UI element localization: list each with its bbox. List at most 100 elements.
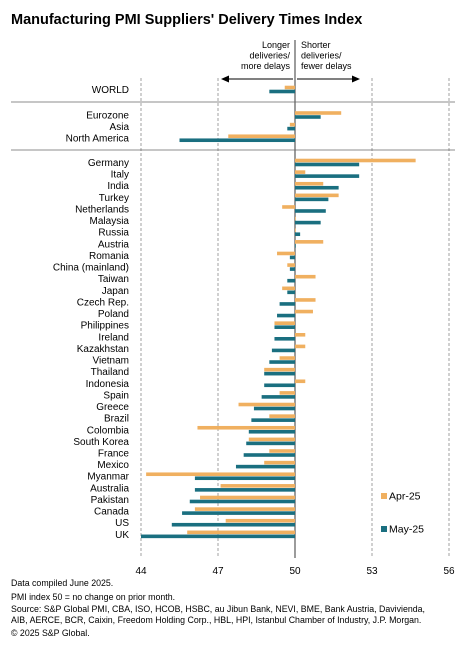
bar-eurozone-apr-25 (295, 111, 342, 115)
x-tick-label: 44 (135, 566, 147, 577)
bar-thailand-apr-25 (264, 367, 295, 372)
category-label-vietnam: Vietnam (92, 356, 129, 367)
bar-canada-apr-25 (194, 507, 295, 511)
x-tick-label: 53 (366, 566, 378, 577)
bar-taiwan-apr-25 (295, 274, 316, 279)
bar-us-apr-25 (225, 518, 295, 523)
category-label-malaysia: Malaysia (90, 216, 130, 227)
arrow-right-head (352, 75, 360, 83)
annotation-right-line-1: Shorter (301, 40, 331, 50)
bar-thailand-may-25 (264, 371, 295, 376)
bars (141, 85, 416, 539)
bar-china-mainland-may-25 (289, 267, 295, 271)
category-label-pakistan: Pakistan (91, 495, 129, 506)
group-separators (11, 101, 455, 151)
bar-austria-apr-25 (295, 240, 324, 244)
bar-spain-apr-25 (279, 391, 295, 395)
category-label-netherlands: Netherlands (75, 204, 129, 215)
bar-indonesia-apr-25 (295, 379, 306, 384)
category-label-spain: Spain (103, 390, 129, 401)
bar-asia-may-25 (287, 126, 295, 131)
bar-ireland-apr-25 (295, 333, 306, 337)
bar-taiwan-may-25 (287, 278, 295, 283)
footnote-copyright: © 2025 S&P Global. (11, 628, 90, 638)
x-tick-label: 56 (443, 566, 455, 577)
footnote-date: Data compiled June 2025. (11, 578, 114, 588)
bar-kazakhstan-may-25 (271, 348, 295, 353)
bar-romania-apr-25 (277, 251, 295, 256)
bar-poland-apr-25 (295, 309, 313, 314)
category-label-india: India (107, 181, 129, 192)
category-label-canada: Canada (94, 507, 129, 518)
bar-france-apr-25 (269, 449, 295, 453)
category-label-romania: Romania (89, 251, 129, 262)
annotation-left-line-3: more delays (241, 61, 291, 71)
bar-vietnam-apr-25 (279, 356, 295, 360)
bar-india-apr-25 (295, 181, 324, 186)
bar-south-korea-may-25 (246, 441, 295, 446)
bar-mexico-may-25 (235, 464, 295, 469)
annotation-right-line-2: deliveries/ (301, 51, 342, 61)
category-label-indonesia: Indonesia (86, 379, 130, 390)
bar-world-apr-25 (284, 85, 295, 90)
bar-china-mainland-apr-25 (287, 263, 295, 267)
bar-russia-may-25 (295, 232, 301, 237)
category-label-austria: Austria (98, 239, 130, 250)
bar-brazil-may-25 (251, 418, 295, 422)
bar-kazakhstan-apr-25 (295, 344, 306, 349)
bar-australia-may-25 (194, 488, 295, 492)
bar-canada-may-25 (182, 511, 295, 515)
category-label-thailand: Thailand (91, 367, 129, 378)
bar-colombia-apr-25 (197, 425, 295, 430)
bar-romania-may-25 (289, 255, 295, 260)
bar-philippines-may-25 (274, 325, 295, 329)
category-label-mexico: Mexico (97, 460, 129, 471)
bar-poland-may-25 (277, 313, 295, 318)
arrow-left-head (221, 75, 229, 83)
bar-us-may-25 (171, 522, 295, 527)
bar-germany-may-25 (295, 162, 360, 167)
category-label-australia: Australia (90, 483, 129, 494)
category-label-world: WORLD (92, 85, 129, 96)
bar-italy-may-25 (295, 174, 360, 178)
annotation-left-line-2: deliveries/ (249, 51, 290, 61)
bar-indonesia-may-25 (264, 383, 295, 388)
bar-czech-rep-may-25 (279, 302, 295, 306)
bar-czech-rep-apr-25 (295, 298, 316, 302)
category-label-china-mainland: China (mainland) (53, 263, 129, 274)
bar-north-america-may-25 (179, 138, 295, 143)
bar-malaysia-apr-25 (295, 216, 296, 221)
bar-netherlands-may-25 (295, 209, 326, 213)
category-label-brazil: Brazil (104, 414, 129, 425)
x-tick-label: 47 (212, 566, 224, 577)
bar-philippines-apr-25 (274, 321, 295, 325)
bar-france-may-25 (243, 453, 295, 457)
bar-turkey-may-25 (295, 197, 329, 202)
x-tick-label: 50 (289, 566, 301, 577)
bar-uk-apr-25 (187, 530, 295, 535)
category-label-ireland: Ireland (98, 332, 129, 343)
category-label-south-korea: South Korea (73, 437, 129, 448)
bar-greece-apr-25 (238, 402, 295, 407)
category-label-japan: Japan (102, 286, 129, 297)
annotation-left-line-1: Longer (262, 40, 290, 50)
bar-asia-apr-25 (289, 122, 295, 127)
bar-uk-may-25 (141, 534, 295, 539)
bar-spain-may-25 (261, 395, 295, 399)
chart-canvas: Manufacturing PMI Suppliers' Delivery Ti… (11, 12, 455, 577)
bar-germany-apr-25 (295, 158, 416, 163)
category-label-russia: Russia (98, 228, 129, 239)
bar-north-america-apr-25 (228, 134, 295, 139)
category-label-turkey: Turkey (99, 193, 129, 204)
bar-russia-apr-25 (295, 228, 296, 233)
bar-myanmar-apr-25 (146, 472, 295, 477)
bar-italy-apr-25 (295, 170, 306, 174)
category-label-germany: Germany (88, 158, 129, 169)
footnote-source-line-1: Source: S&P Global PMI, CBA, ISO, HCOB, … (11, 604, 425, 614)
bar-vietnam-may-25 (269, 360, 295, 364)
bar-pakistan-may-25 (189, 499, 295, 504)
bar-malaysia-may-25 (295, 220, 321, 225)
legend-label-apr-25: Apr-25 (389, 491, 421, 503)
bar-brazil-apr-25 (269, 414, 295, 418)
